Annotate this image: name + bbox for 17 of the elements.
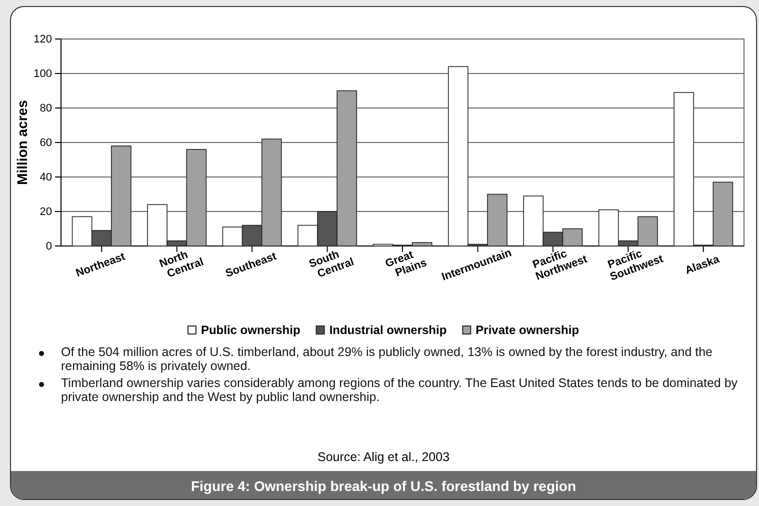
y-tick-label: 20	[40, 206, 52, 218]
y-tick-label: 80	[40, 102, 52, 115]
y-tick-label: 40	[40, 172, 52, 184]
y-tick-label: 0	[46, 240, 52, 253]
legend-label: Industrial ownership	[329, 323, 447, 337]
y-axis-title: Million acres	[14, 100, 30, 185]
text: Timberland ownership varies considerably among regions of the country. The East United States tends to be dominated by private ownership and the West by public land ownership.	[61, 376, 738, 404]
source-note: Source: Alig et al., 2003	[316, 450, 451, 464]
text: Figure 4: Ownership break-up of U.S. forestland by region	[11, 471, 756, 501]
legend-label: Public ownership	[200, 323, 300, 337]
legend-label: Private ownership	[476, 323, 580, 337]
y-tick-label: 60	[40, 137, 52, 150]
x-tick-label: Great Plains	[384, 248, 428, 280]
x-tick-label: Alaska	[684, 253, 722, 277]
text: Of the 504 million acres of U.S. timberland, about 29% is publicly owned, 13% is owned by the forest industry, and the remaining 58% is privately owned.	[61, 345, 713, 373]
y-tick-label: 100	[34, 68, 52, 80]
y-tick-label: 120	[34, 34, 52, 46]
